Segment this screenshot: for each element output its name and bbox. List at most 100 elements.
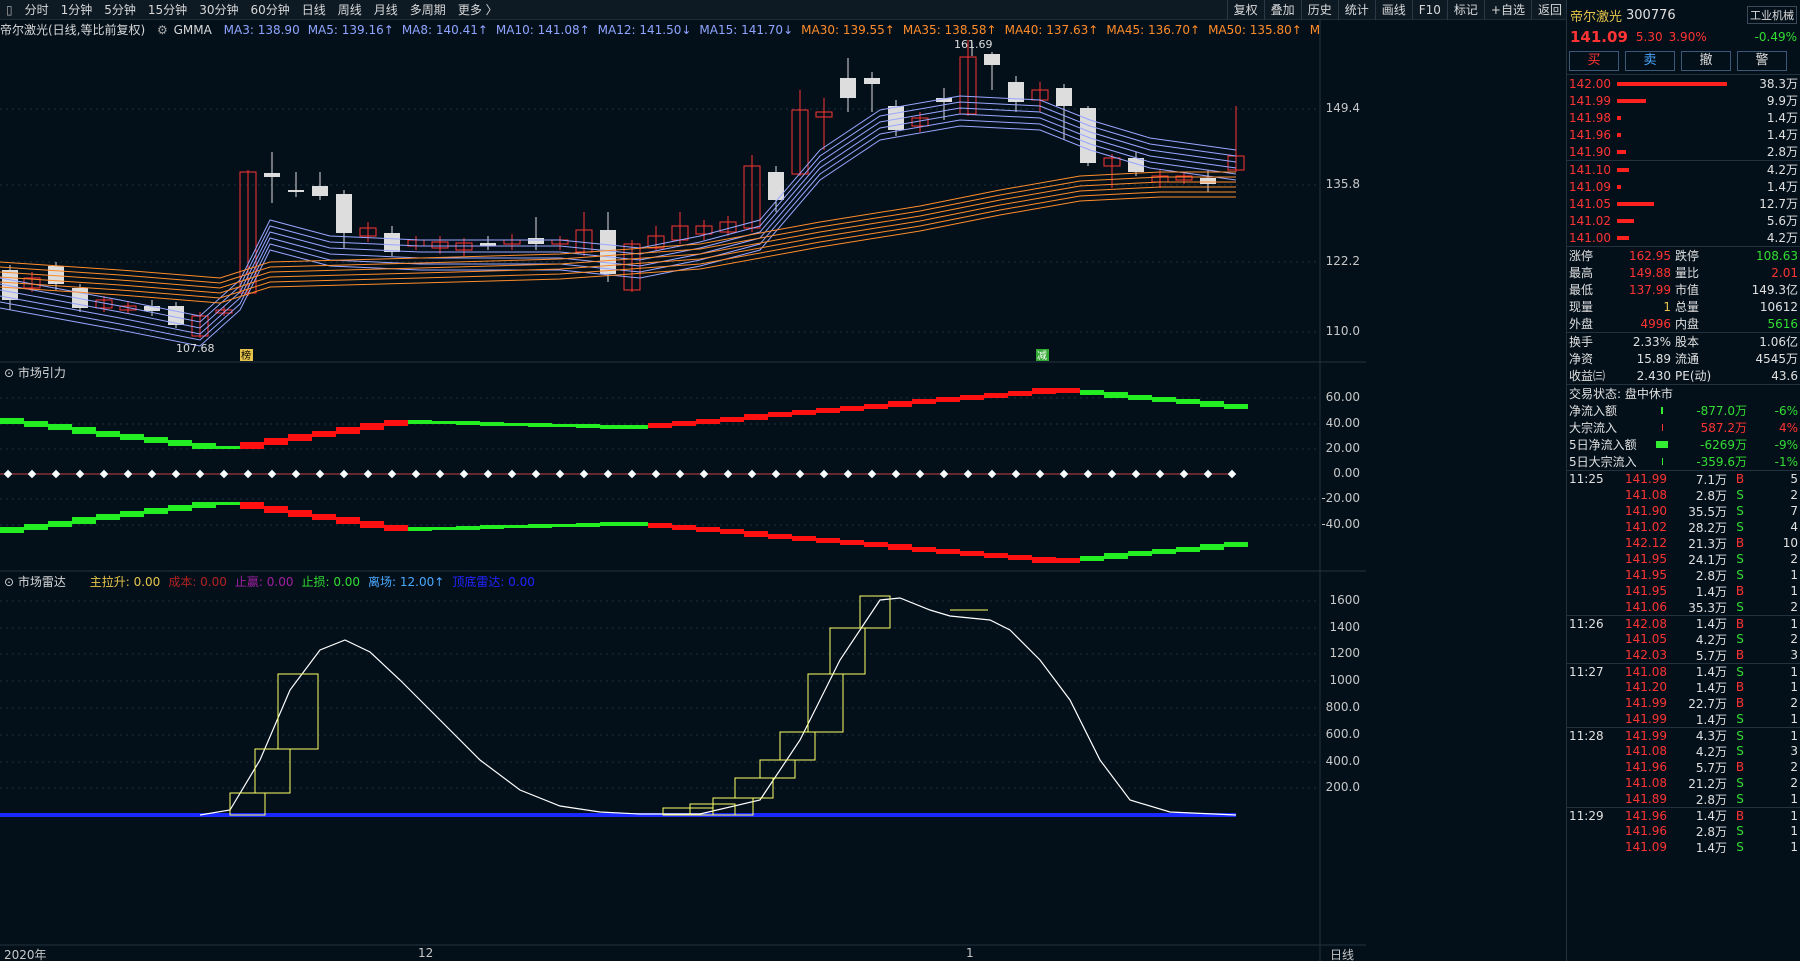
zero-marker (867, 469, 877, 479)
menu-icon[interactable]: ▯ (6, 2, 13, 17)
zero-marker (435, 469, 445, 479)
order-book-row: 141.98 1.4万 (1567, 109, 1800, 126)
zero-marker (1035, 469, 1045, 479)
tick-price: 141.05 (1625, 632, 1667, 646)
order-book-row: 141.10 4.2万 (1567, 161, 1800, 178)
book-price: 141.90 (1569, 144, 1611, 159)
fund-flows: 净流入额 -877.0万 -6% 大宗流入 587.2万 4% 5日净流入额 -6269万 -9… (1567, 402, 1800, 470)
gravity-band (288, 434, 312, 441)
candlestick (719, 216, 737, 236)
timeframe-tab[interactable]: 5分钟 (104, 3, 136, 17)
zero-marker (891, 469, 901, 479)
tick-price: 141.90 (1625, 504, 1667, 518)
gravity-band (816, 408, 840, 413)
settings-icon[interactable]: ⚙ (157, 23, 168, 37)
tick-row: 11:27 141.08 1.4万 S 1 (1567, 663, 1800, 679)
toolbar-button[interactable]: 标记 (1446, 0, 1484, 20)
gravity-band (768, 412, 792, 417)
zero-marker (459, 469, 469, 479)
ma-line (0, 113, 1237, 335)
tick-count: 2 (1790, 760, 1798, 774)
y-tick-label: 0.00 (1333, 466, 1360, 480)
timeframe-tab[interactable]: 更多 〉 (457, 3, 498, 17)
trade-button[interactable]: 撤 (1681, 51, 1731, 71)
book-price: 141.99 (1569, 93, 1611, 108)
toolbar-button[interactable]: 统计 (1337, 0, 1375, 20)
timeframe-tab[interactable]: 周线 (337, 3, 362, 17)
gravity-band (192, 443, 216, 449)
toolbar-button[interactable]: F10 (1411, 0, 1447, 20)
book-volume-bar (1617, 201, 1759, 206)
zero-marker (987, 469, 997, 479)
toolbar-button[interactable]: 历史 (1300, 0, 1338, 20)
order-book-row: 141.09 1.4万 (1567, 178, 1800, 195)
gravity-band (888, 401, 912, 407)
trade-button[interactable]: 警 (1737, 51, 1787, 71)
tick-side: S (1736, 712, 1744, 726)
trade-buttons: 买卖撤警 (1567, 48, 1800, 74)
zero-marker (219, 469, 229, 479)
trade-button[interactable]: 买 (1569, 51, 1619, 71)
timeframe-tab[interactable]: 分时 (24, 3, 49, 17)
gravity-band (936, 549, 960, 554)
timeframe-tab[interactable]: 15分钟 (147, 3, 188, 17)
stats-table-2: 换手 2.33% 股本 1.06亿 净资 15.89 流通 4545万 收益㈢ 2.430 PE(动… (1567, 333, 1800, 384)
toolbar-button[interactable]: 画线 (1374, 0, 1412, 20)
stat-label: 最高 (1569, 266, 1594, 280)
timeframe-tab[interactable]: 日线 (301, 3, 326, 17)
gravity-band (168, 440, 192, 446)
tick-volume: 4.3万 (1695, 729, 1727, 743)
gravity-band (1080, 556, 1104, 561)
candlestick (1031, 82, 1049, 112)
ma-line (0, 181, 1236, 289)
collapse-icon[interactable]: ⊙ (4, 366, 15, 380)
tick-volume: 28.2万 (1688, 520, 1727, 535)
charts-area[interactable]: 161.69 107.68 榜 减 (0, 0, 1366, 961)
book-volume: 9.9万 (1766, 94, 1798, 108)
gravity-band (792, 536, 816, 541)
flow-bar (1661, 458, 1663, 465)
collapse-icon[interactable]: ⊙ (4, 575, 15, 589)
tick-time: 11:27 (1569, 664, 1604, 679)
timeframe-tab[interactable]: 30分钟 (199, 3, 239, 17)
tick-row: 141.02 28.2万 S 4 (1567, 519, 1800, 535)
toolbar-button[interactable]: 叠加 (1263, 0, 1301, 20)
trade-button[interactable]: 卖 (1625, 51, 1675, 71)
tick-side: B (1735, 584, 1745, 598)
toolbar-button[interactable]: 返回 (1530, 0, 1568, 20)
toolbar-right-buttons: 复权 叠加 历史 统计 画线 F10 标记 +自选 返回 (1226, 0, 1568, 20)
gravity-band (888, 544, 912, 550)
timeframe-tab[interactable]: 月线 (373, 3, 398, 17)
timeframe-tab[interactable]: 60分钟 (250, 3, 290, 17)
zero-marker (603, 469, 613, 479)
radar-box (759, 759, 796, 779)
toolbar-button[interactable]: +自选 (1483, 0, 1531, 20)
candlestick (959, 40, 977, 116)
radar-box (254, 748, 291, 794)
tick-row: 141.09 1.4万 S 1 (1567, 839, 1800, 855)
gravity-band (1152, 397, 1176, 402)
toolbar-button[interactable]: 复权 (1226, 0, 1264, 20)
ma-line (0, 125, 1237, 347)
order-book-row: 141.00 4.2万 (1567, 229, 1800, 246)
timeframe-tab[interactable]: 多周期 (409, 3, 446, 17)
radar-box (829, 627, 866, 675)
period-label[interactable]: 日线 (1330, 948, 1355, 961)
gravity-band (432, 421, 456, 424)
tick-volume: 4.2万 (1695, 744, 1727, 759)
gravity-band (528, 524, 552, 528)
ma-line (0, 119, 1237, 341)
ma-line (0, 95, 1237, 317)
indicator-name[interactable]: GMMA (173, 23, 212, 37)
sector-name[interactable]: 工业机械 (1747, 6, 1797, 24)
gravity-band (672, 421, 696, 426)
tick-volume: 4.2万 (1695, 632, 1727, 647)
tick-volume: 21.3万 (1688, 536, 1727, 551)
zero-marker (195, 469, 205, 479)
stat-value: 108.63 (1756, 248, 1798, 263)
timeframe-tab[interactable]: 1分钟 (60, 3, 93, 17)
book-volume-bar (1617, 149, 1767, 154)
tick-volume: 5.7万 (1695, 760, 1727, 775)
ma-legend-item: MA30: 139.55↑ (801, 23, 895, 37)
y-tick-label: -20.00 (1321, 491, 1360, 505)
